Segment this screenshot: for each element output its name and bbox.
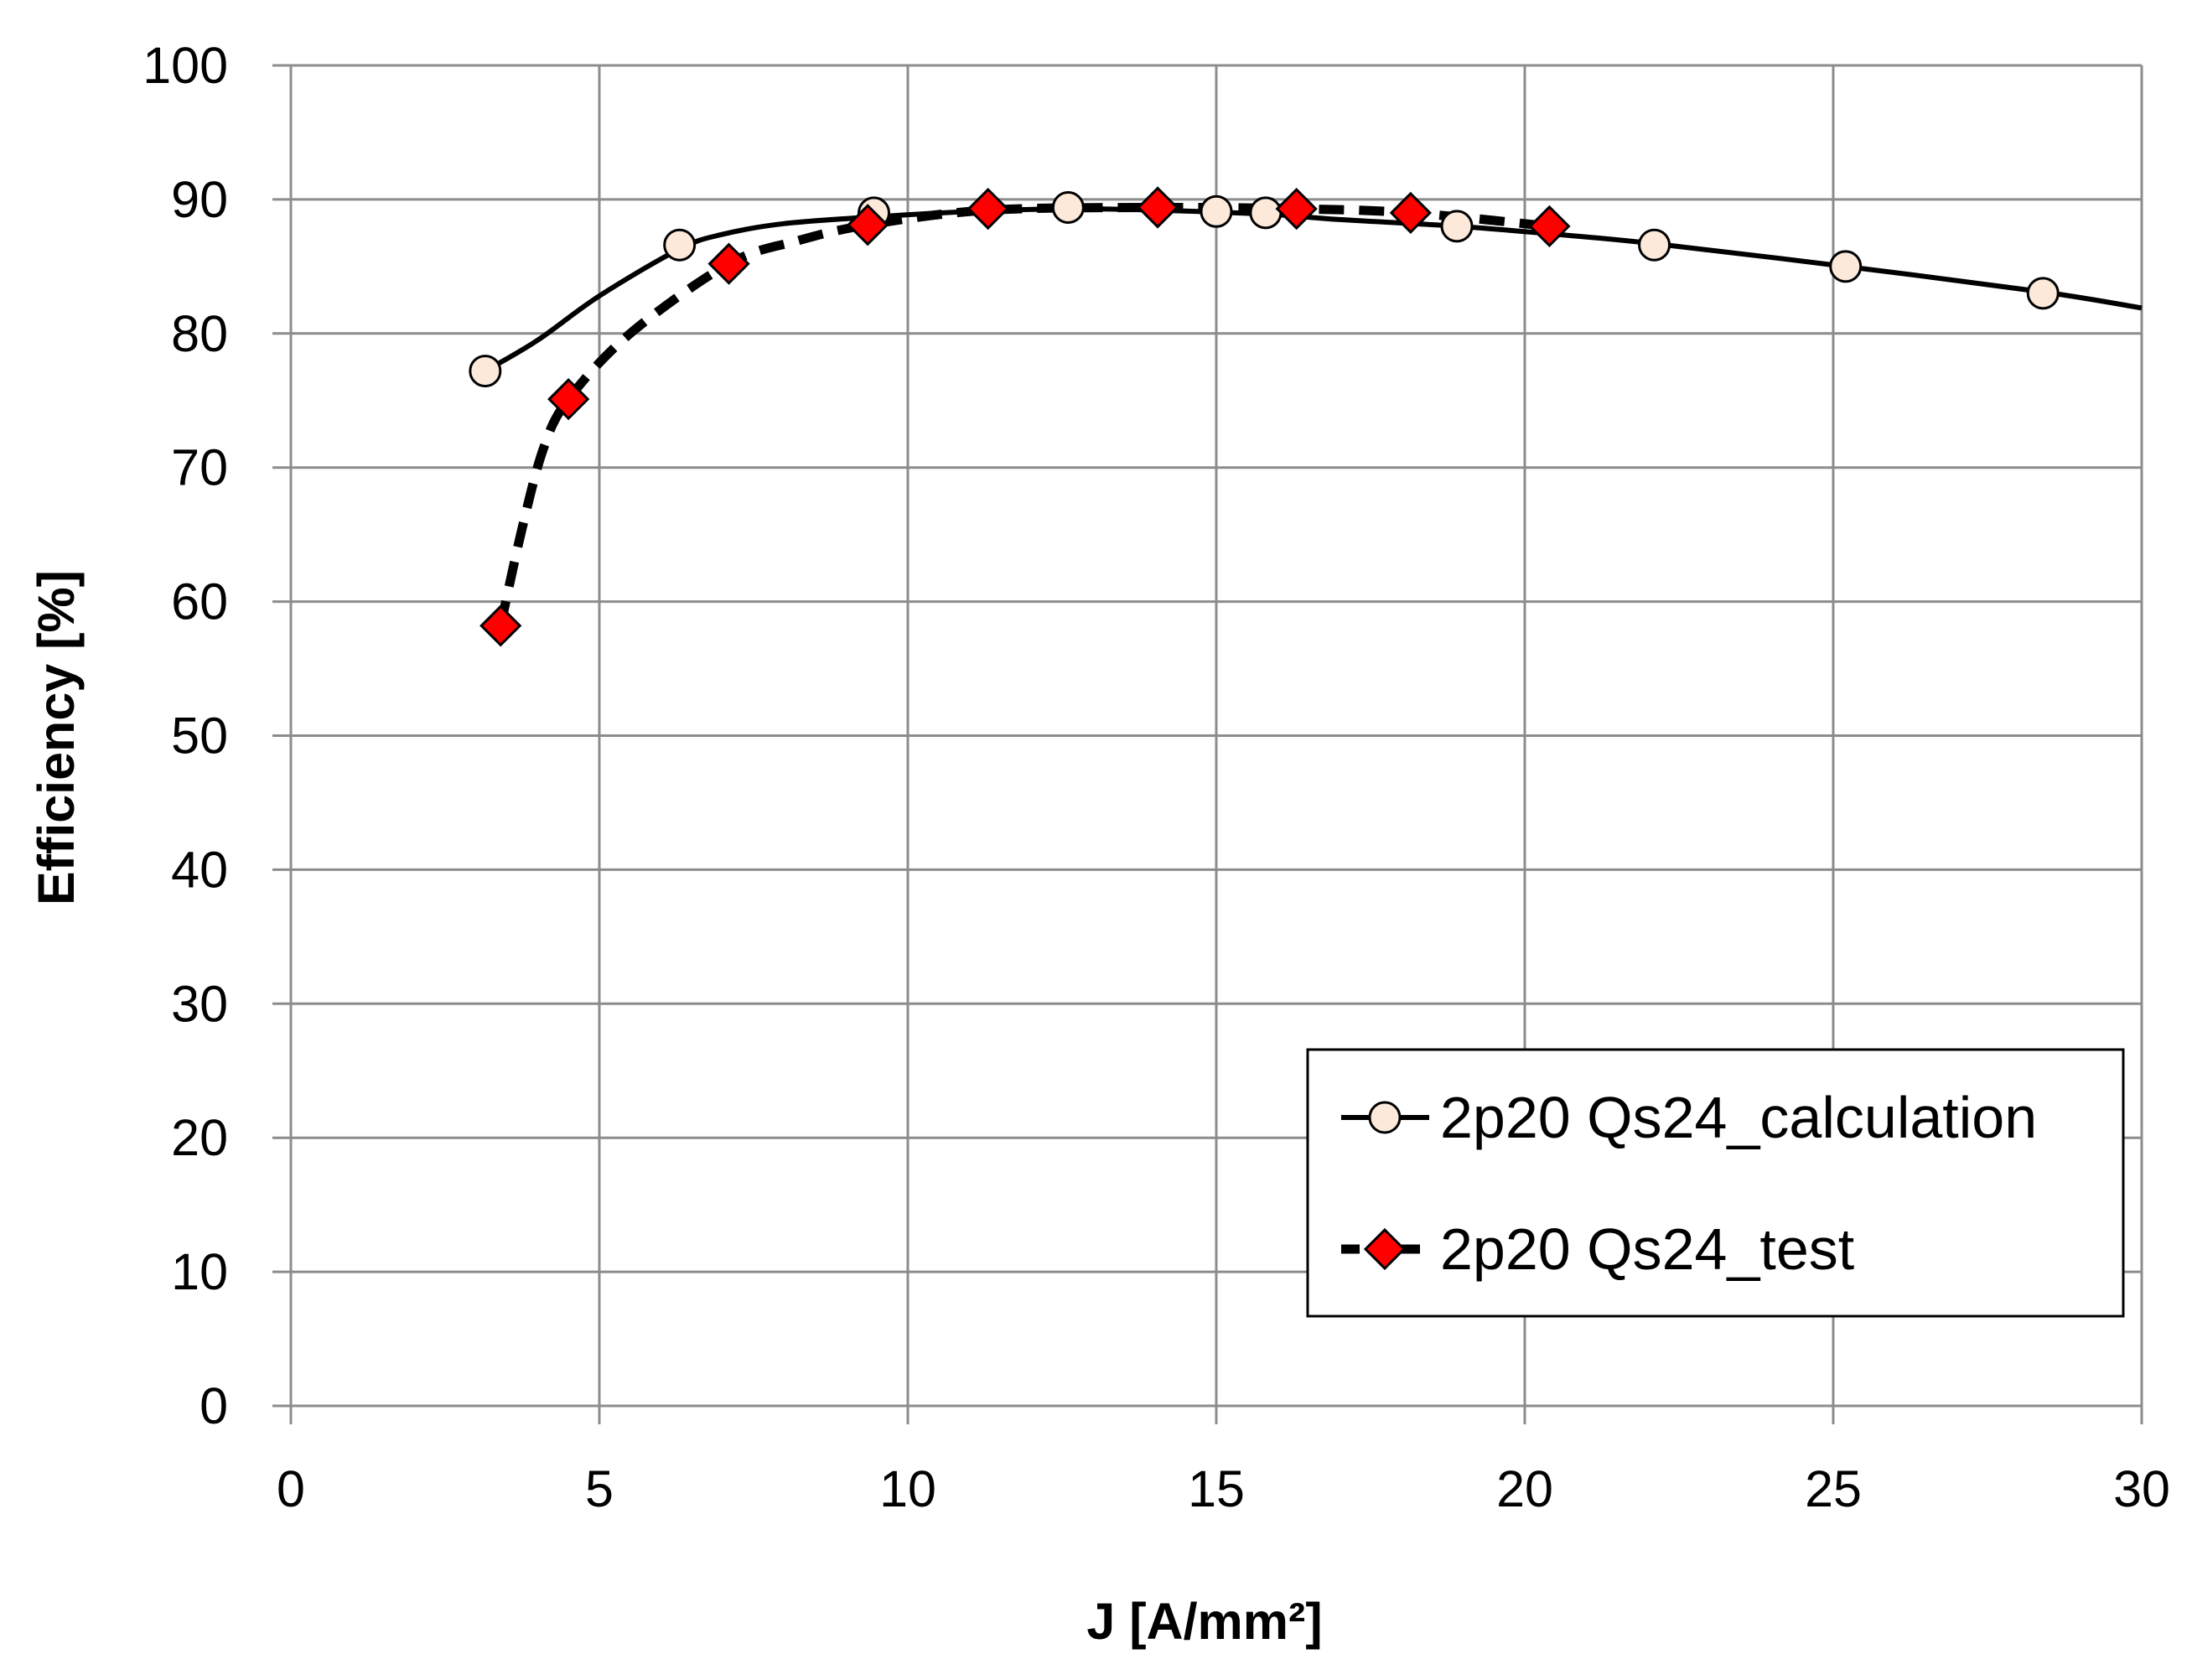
data-point-s2-5 xyxy=(966,187,1009,231)
data-point-s2-1 xyxy=(479,604,522,647)
legend-label-1: 2p20 Qs24_calculation xyxy=(1440,1085,2037,1150)
y-tick-label: 100 xyxy=(143,37,228,94)
axes xyxy=(272,64,2143,1424)
data-point-s1-8 xyxy=(1638,228,1671,262)
x-tick-label: 25 xyxy=(1805,1460,1862,1517)
data-point-s2-6 xyxy=(1136,186,1179,229)
data-point-s1-7 xyxy=(1440,210,1474,243)
legend: 2p20 Qs24_calculation 2p20 Qs24_test xyxy=(1306,1048,2125,1318)
y-tick-label: 50 xyxy=(171,708,228,765)
y-tick-label: 20 xyxy=(171,1109,228,1166)
x-tick-label: 5 xyxy=(585,1460,614,1517)
x-tick-labels: 0 5 10 15 20 25 30 xyxy=(277,1460,2170,1517)
x-tick-label: 20 xyxy=(1496,1460,1553,1517)
data-point-s1-1 xyxy=(469,355,502,388)
x-tick-label: 0 xyxy=(277,1460,305,1517)
legend-marker-1 xyxy=(1368,1101,1402,1134)
x-tick-label: 10 xyxy=(879,1460,936,1517)
y-tick-label: 70 xyxy=(171,439,228,496)
data-point-s2-3 xyxy=(707,242,750,285)
legend-label-2: 2p20 Qs24_test xyxy=(1440,1216,1854,1282)
legend-box xyxy=(1306,1048,2125,1318)
y-tick-label: 60 xyxy=(171,573,228,630)
y-tick-label: 40 xyxy=(171,841,228,898)
data-point-s1-2 xyxy=(663,228,697,262)
x-tick-label: 15 xyxy=(1188,1460,1245,1517)
data-point-s1-4 xyxy=(1051,190,1085,224)
series-markers xyxy=(469,186,2060,647)
data-point-s2-7 xyxy=(1275,187,1318,231)
legend-marker-2 xyxy=(1363,1227,1407,1271)
data-point-s1-10 xyxy=(2026,277,2060,310)
data-point-s2-2 xyxy=(547,378,590,421)
y-tick-label: 10 xyxy=(171,1243,228,1300)
y-axis-title: Efficiency [%] xyxy=(28,570,85,905)
data-point-s1-6 xyxy=(1249,196,1283,230)
y-tick-label: 80 xyxy=(171,305,228,362)
y-tick-label: 0 xyxy=(200,1377,228,1434)
y-tick-labels: 0 10 20 30 40 50 60 70 80 90 100 xyxy=(143,37,228,1434)
y-tick-label: 90 xyxy=(171,171,228,228)
data-point-s1-5 xyxy=(1200,194,1233,228)
data-point-s2-8 xyxy=(1389,191,1432,235)
x-axis-title: J [A/mm²] xyxy=(1086,1593,1322,1650)
data-point-s1-9 xyxy=(1829,250,1863,283)
y-tick-label: 30 xyxy=(171,975,228,1032)
data-point-s2-4 xyxy=(847,204,889,246)
x-tick-label: 30 xyxy=(2113,1460,2170,1517)
data-point-s2-9 xyxy=(1528,205,1571,248)
